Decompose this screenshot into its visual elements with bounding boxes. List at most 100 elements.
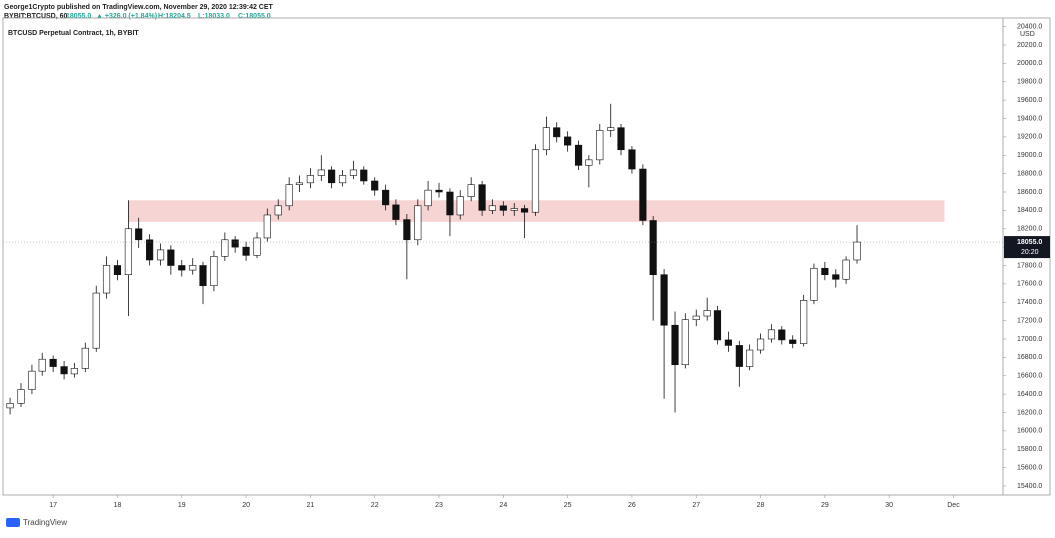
y-tick-label: 19000.0	[1017, 152, 1042, 159]
candle-body	[692, 315, 700, 321]
y-tick-label: 17800.0	[1017, 262, 1042, 269]
brand-name: TradingView	[23, 518, 67, 527]
candle-body	[167, 249, 175, 266]
last-price-label: 18055.0	[1017, 239, 1042, 246]
candle-body	[478, 184, 486, 211]
y-tick-label: 19200.0	[1017, 134, 1042, 141]
candle-body	[499, 205, 507, 211]
candle-body	[135, 228, 143, 241]
x-tick-label: 30	[885, 502, 893, 509]
x-tick-label: 29	[821, 502, 829, 509]
y-tick-label: 16800.0	[1017, 354, 1042, 361]
candle-body	[231, 239, 239, 248]
candle-body	[628, 149, 636, 170]
candle-body	[285, 184, 293, 207]
candle-body	[456, 196, 464, 216]
candle-body	[446, 191, 454, 216]
candle-body	[371, 180, 379, 191]
candle-body	[124, 228, 132, 275]
y-tick-label: 16200.0	[1017, 409, 1042, 416]
candle-body	[295, 182, 304, 185]
y-tick-label: 18800.0	[1017, 170, 1042, 177]
candle-body	[467, 184, 475, 197]
y-tick-label: 16400.0	[1017, 391, 1042, 398]
candle-body	[520, 208, 529, 213]
candle-body	[28, 370, 36, 390]
header-low: L:18033.0	[198, 13, 230, 20]
candle-body	[607, 127, 615, 131]
y-tick-label: 20400.0	[1017, 23, 1042, 30]
y-tick-label: 15400.0	[1017, 483, 1042, 490]
candle-body	[639, 168, 647, 221]
candle-body	[746, 349, 754, 367]
candle-body	[403, 219, 411, 241]
candle-body	[360, 169, 368, 182]
candle-body	[92, 292, 100, 349]
header-price: 18055.0	[66, 13, 91, 20]
x-tick-label: 25	[564, 502, 572, 509]
brand-logo	[6, 518, 20, 527]
candle-body	[660, 274, 668, 326]
y-tick-label: 20000.0	[1017, 60, 1042, 67]
brand: TradingView	[6, 518, 67, 527]
candle-body	[681, 319, 689, 366]
candle-body	[113, 265, 122, 275]
candle-body	[821, 267, 829, 275]
chart-title: BTCUSD Perpetual Contract, 1h, BYBIT	[8, 30, 139, 37]
y-tick-label: 17400.0	[1017, 299, 1042, 306]
candle-body	[221, 239, 229, 257]
y-tick-label: 17600.0	[1017, 281, 1042, 288]
header-close: C:18055.0	[238, 13, 271, 20]
candle-body	[382, 189, 390, 206]
x-tick-label: 20	[242, 502, 250, 509]
candle-body	[542, 127, 550, 151]
candle-body	[349, 169, 358, 176]
candle-body	[274, 205, 282, 216]
candle-body	[713, 310, 722, 341]
candle-body	[17, 389, 25, 404]
candle-body	[564, 136, 572, 146]
candle-body	[392, 204, 400, 220]
x-tick-label: 19	[178, 502, 186, 509]
y-tick-label: 15800.0	[1017, 446, 1042, 453]
candle-body	[414, 205, 422, 241]
candle-body	[789, 339, 797, 344]
candle-body	[156, 249, 165, 261]
candle-body	[574, 144, 583, 166]
candle-body	[810, 267, 818, 301]
candle-body	[38, 358, 46, 372]
candle-body	[242, 246, 250, 256]
candle-body	[617, 127, 625, 151]
y-tick-label: 17000.0	[1017, 336, 1042, 343]
x-tick-label: 24	[499, 502, 507, 509]
x-tick-label: 23	[435, 502, 443, 509]
candle-body	[724, 339, 732, 346]
candle-body	[435, 189, 443, 193]
x-tick-label: Dec	[947, 502, 960, 509]
x-tick-label: 28	[757, 502, 765, 509]
candle-body	[253, 237, 261, 256]
candle-body	[6, 403, 14, 409]
candle-body	[49, 358, 57, 367]
candle-body	[767, 329, 776, 340]
candle-body	[263, 214, 271, 239]
y-tick-label: 19600.0	[1017, 97, 1042, 104]
y-unit: USD	[1020, 31, 1035, 38]
y-tick-label: 18200.0	[1017, 226, 1042, 233]
candle-body	[735, 345, 743, 367]
x-tick-label: 27	[692, 502, 700, 509]
last-price-box	[1004, 236, 1050, 259]
candle-body	[800, 300, 808, 344]
candle-body	[853, 241, 861, 261]
x-tick-label: 26	[628, 502, 636, 509]
countdown: 20:20	[1021, 249, 1039, 256]
y-tick-label: 18600.0	[1017, 189, 1042, 196]
y-tick-label: 17200.0	[1017, 317, 1042, 324]
candle-body	[210, 256, 218, 287]
candle-body	[81, 347, 89, 369]
byline: George1Crypto published on TradingView.c…	[4, 4, 274, 11]
x-tick-label: 18	[114, 502, 122, 509]
candle-body	[585, 159, 593, 166]
